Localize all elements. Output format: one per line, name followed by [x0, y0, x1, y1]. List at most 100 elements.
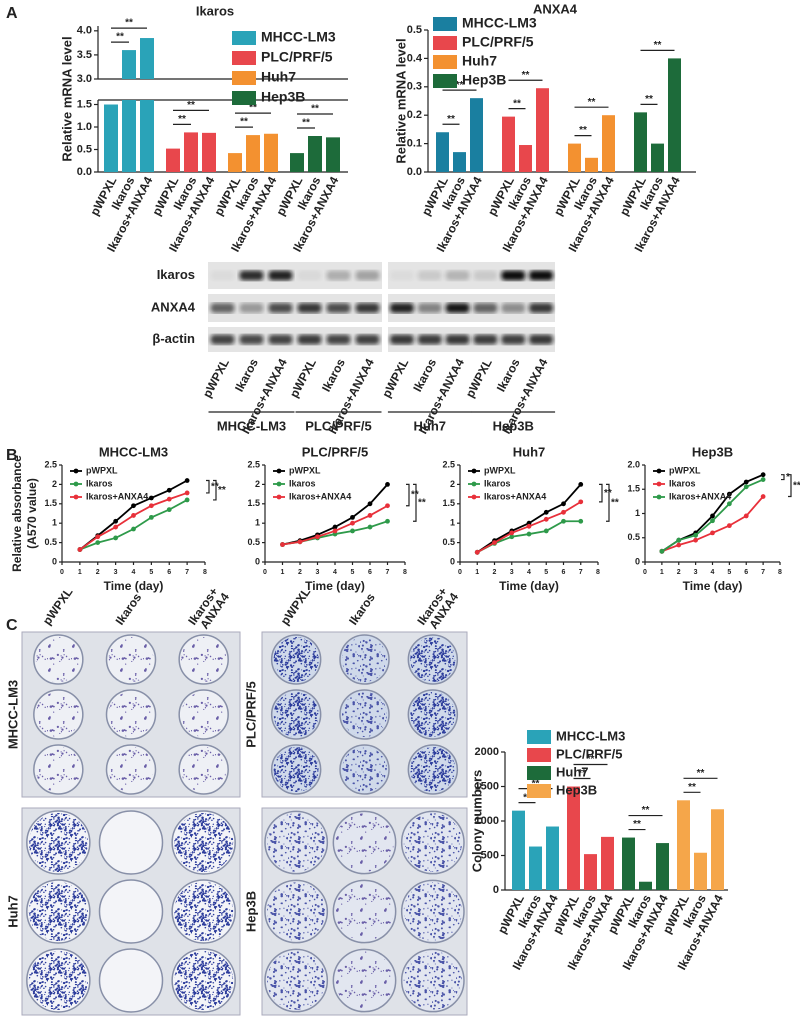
significance-label: **: [588, 97, 596, 108]
significance-label: **: [456, 80, 464, 91]
legend-swatch: [527, 748, 551, 762]
series-point: [676, 542, 682, 548]
series-point: [350, 528, 355, 534]
x-tick-label: 0: [263, 569, 267, 576]
significance-label: **: [654, 40, 662, 51]
plate-row-label: MHCC-LM3: [5, 680, 20, 749]
legend-label: Ikaros+ANXA4: [484, 491, 546, 501]
legend-point: [471, 481, 477, 487]
x-tick-label: 5: [727, 569, 731, 576]
well-colonies: [28, 882, 88, 941]
well-colonies: [35, 692, 81, 737]
well-colonies: [181, 747, 227, 792]
blot-group-label: MHCC-LM3: [217, 418, 286, 433]
y-tick-label: 0.2: [407, 109, 422, 121]
blot-band: [501, 270, 526, 281]
significance-bracket: [781, 474, 785, 481]
bar: [602, 115, 615, 172]
x-tick-label: 3: [316, 569, 320, 576]
series-point: [280, 542, 285, 547]
well-colonies: [174, 813, 234, 872]
well: [98, 810, 164, 875]
series-point: [385, 518, 390, 524]
y-tick-label: 2000: [475, 746, 499, 758]
legend-label: Ikaros+ANXA4: [669, 491, 731, 501]
bar: [622, 837, 635, 890]
series-point: [367, 513, 373, 518]
x-tick-label: 2: [298, 569, 302, 576]
series-point: [760, 477, 766, 482]
significance-bracket: [406, 483, 410, 507]
well-colonies: [342, 747, 387, 792]
significance-label: **: [633, 819, 641, 830]
bar: [453, 152, 466, 172]
blot-band: [473, 303, 498, 313]
series-point: [676, 537, 682, 543]
legend-label: Huh7: [462, 53, 497, 69]
significance-label: **: [178, 114, 186, 125]
bar: [502, 116, 515, 172]
series-point: [743, 513, 749, 519]
blot-strip: [208, 262, 382, 289]
blot-band: [239, 270, 264, 281]
chart-title: Ikaros: [196, 3, 234, 18]
bar: [104, 104, 118, 172]
series-point: [561, 501, 566, 507]
y-tick-label: 0.1: [407, 138, 422, 150]
legend-point: [276, 481, 282, 487]
y-tick-label: 1500: [475, 780, 499, 792]
y-tick-label: 2.0: [627, 459, 640, 469]
y-tick-label: 1.5: [77, 98, 92, 110]
bar: [711, 809, 724, 890]
legend-swatch: [232, 51, 256, 65]
blot-band: [389, 334, 414, 345]
blot-band: [210, 334, 235, 345]
x-tick-label: 7: [761, 569, 765, 576]
bar: [639, 881, 652, 890]
series-point: [726, 491, 732, 497]
series-point: [332, 524, 338, 530]
x-tick-label: 8: [778, 569, 782, 576]
y-tick-label: 0: [52, 556, 57, 566]
blot-lane-label: Ikaros: [410, 356, 439, 394]
series-line: [661, 495, 764, 553]
legend-point: [73, 468, 79, 474]
bar: [519, 145, 532, 172]
series-point: [350, 520, 355, 526]
well-colonies: [403, 951, 463, 1010]
significance-bracket: [206, 479, 210, 494]
y-tick-label: 2: [255, 479, 260, 489]
well-colonies: [181, 692, 227, 737]
blot-band: [445, 270, 470, 281]
series-point: [184, 478, 190, 483]
bar: [668, 58, 681, 172]
bar: [546, 826, 559, 890]
series-point: [166, 496, 172, 502]
chart-title: Hep3B: [692, 444, 733, 459]
y-tick-label: 2.5: [44, 459, 57, 469]
panel-letter: A: [6, 5, 18, 22]
y-tick-label: 0: [450, 556, 455, 566]
series-point: [297, 539, 303, 545]
y-axis-label: Colony numbers: [469, 770, 484, 873]
x-tick-label: 4: [333, 569, 337, 576]
significance-label: **: [240, 117, 248, 128]
well-colonies: [181, 637, 227, 682]
significance-label: *: [786, 472, 790, 483]
plate-column-label: Ikaros: [346, 590, 378, 627]
legend-label: Ikaros: [86, 478, 113, 488]
series-point: [148, 514, 154, 520]
y-tick-label: 3.0: [77, 73, 92, 85]
series-point: [367, 524, 373, 530]
series-point: [710, 530, 715, 536]
blot-band: [389, 270, 414, 281]
y-tick-label: 0.4: [407, 52, 423, 64]
blot-band: [239, 303, 264, 313]
well-colonies: [267, 951, 326, 1010]
series-point: [726, 501, 732, 507]
bar: [308, 136, 322, 172]
series-point: [184, 490, 190, 496]
blot-band: [297, 303, 322, 313]
legend-swatch: [232, 71, 256, 85]
significance-label: **: [187, 100, 195, 111]
